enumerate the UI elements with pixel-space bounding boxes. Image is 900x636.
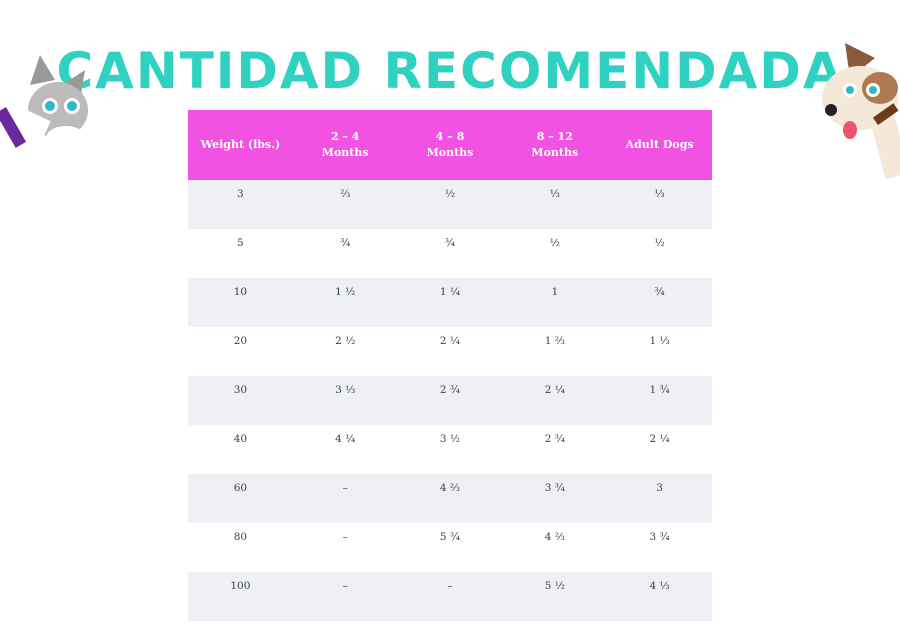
table-cell: 2 ¼ (502, 376, 608, 425)
table-cell: 60 (188, 474, 293, 523)
table-cell: 3 ¾ (502, 474, 608, 523)
table-cell: ¾ (444, 237, 456, 249)
table-cell: 2 ¾ (397, 376, 503, 425)
table-cell: 100 (188, 572, 293, 621)
table-cell: 10 (188, 278, 293, 327)
header-cell: 8 – 12 Months (502, 110, 608, 180)
table-cell: ½ (654, 237, 665, 249)
table-row: 5 ¾ ¾ ½ ½ (188, 229, 712, 278)
table-cell: ½ (549, 237, 560, 249)
table-cell: ⅔ (292, 180, 398, 229)
table-cell: 3 ⅓ (292, 376, 398, 425)
table-row: 20 2 ½ 2 ¼ 1 ⅔ 1 ⅓ (188, 327, 712, 376)
title: CANTIDAD RECOMENDADA (56, 42, 844, 100)
table-row: 80 – 5 ¾ 4 ⅔ 3 ¾ (188, 523, 712, 572)
table-cell: 1 ½ (292, 278, 398, 327)
table-cell: 1 ⅓ (649, 335, 670, 347)
table-cell: 4 ⅓ (607, 572, 712, 621)
table-cell: – (397, 572, 503, 621)
table-cell: 2 ¼ (649, 433, 670, 445)
feeding-table: Weight (lbs.) 2 – 4 Months 4 – 8 Months 8 –… (188, 110, 712, 621)
table-cell: 80 (233, 531, 248, 543)
table-cell: ½ (397, 180, 503, 229)
header-cell: Weight (lbs.) (188, 110, 293, 180)
table-cell: 3 ½ (439, 433, 461, 445)
table-cell: 40 (233, 433, 248, 445)
table-cell: 2 ½ (335, 335, 356, 347)
table-cell: 20 (233, 335, 248, 347)
table-cell: 3 ¾ (649, 531, 670, 543)
table-cell: 30 (188, 376, 293, 425)
header-row: Weight (lbs.) 2 – 4 Months 4 – 8 Months 8 –… (188, 110, 712, 180)
table-cell: ⅓ (502, 180, 608, 229)
table-cell: – (342, 531, 348, 543)
dog-mascot (822, 43, 900, 180)
table-cell: 4 ⅔ (397, 474, 503, 523)
header-cell: 2 – 4 Months (292, 110, 398, 180)
table-cell: 4 ⅔ (544, 531, 565, 543)
table-cell: 5 (237, 237, 244, 249)
table-cell: 3 (607, 474, 712, 523)
cat-mascot (0, 55, 88, 185)
table-cell: – (292, 474, 398, 523)
header-cell: Adult Dogs (607, 110, 712, 180)
table-cell: 4 ¼ (335, 433, 356, 445)
table-row: 40 4 ¼ 3 ½ 2 ¾ 2 ¼ (188, 425, 712, 474)
table-cell: 2 ¼ (439, 335, 461, 347)
table-cell: 1 ¼ (397, 278, 503, 327)
header-cell: 4 – 8 Months (397, 110, 503, 180)
table-cell: 1 ⅔ (544, 335, 565, 347)
table-cell: 5 ¾ (439, 531, 461, 543)
table-cell: 1 ¾ (607, 376, 712, 425)
table-cell: 5 ½ (502, 572, 608, 621)
table-cell: 1 (502, 278, 608, 327)
table-cell: 2 ¾ (544, 433, 565, 445)
table-cell: 3 (188, 180, 293, 229)
table-cell: ¾ (340, 237, 351, 249)
table-cell: – (292, 572, 398, 621)
table-cell: ¾ (607, 278, 712, 327)
table-cell: ⅓ (607, 180, 712, 229)
